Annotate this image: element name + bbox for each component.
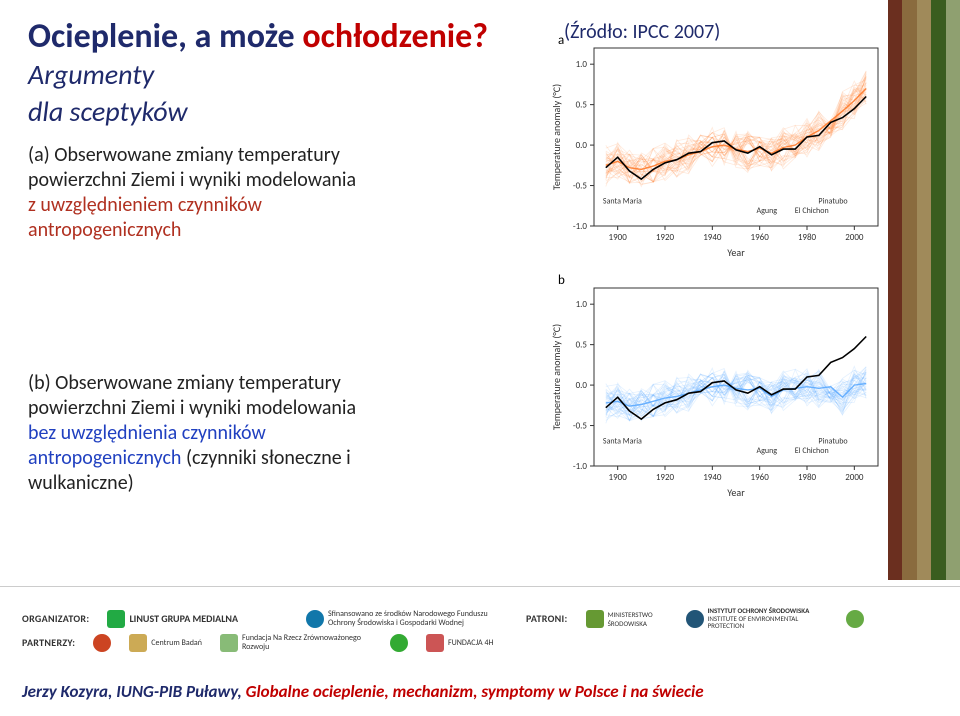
stripe — [917, 0, 931, 580]
svg-text:1980: 1980 — [798, 232, 817, 243]
svg-text:1920: 1920 — [656, 472, 675, 483]
svg-text:1920: 1920 — [656, 232, 675, 243]
partner-row: PARTNERZY: Centrum Badań Fundacja Na Rze… — [22, 634, 938, 652]
svg-text:Year: Year — [727, 246, 745, 259]
slide-title: Ocieplenie, a może ochłodzenie? — [28, 18, 548, 55]
text-content: Ocieplenie, a może ochłodzenie? Argument… — [28, 18, 548, 496]
partner-3: Fundacja Na Rzecz Zrównoważonego Rozwoju — [220, 634, 372, 652]
svg-text:1.0: 1.0 — [576, 299, 588, 310]
svg-text:1960: 1960 — [751, 472, 770, 483]
title-part3: ochłodzenie? — [302, 16, 488, 57]
svg-text:Temperature anomaly (°C): Temperature anomaly (°C) — [550, 84, 563, 190]
svg-text:1940: 1940 — [703, 472, 722, 483]
para-emph: bez uwzględnienia czynników — [28, 421, 266, 445]
svg-text:-1.0: -1.0 — [573, 461, 588, 472]
svg-text:Temperature anomaly (°C): Temperature anomaly (°C) — [550, 324, 563, 430]
svg-text:Year: Year — [727, 486, 745, 499]
organizer-label: ORGANIZATOR: — [22, 612, 89, 625]
svg-text:El Chichon: El Chichon — [795, 446, 829, 456]
charts: a -1.0 -0.5 0.0 0.5 1.0 1900 1920 1940 1960 1980 20… — [548, 30, 888, 530]
sponsor-bar: ORGANIZATOR: LINUST GRUPA MEDIALNA Sfina… — [0, 586, 960, 666]
svg-text:-0.5: -0.5 — [573, 181, 588, 192]
para-emph: antropogenicznych — [28, 446, 181, 470]
svg-text:-0.5: -0.5 — [573, 421, 588, 432]
subtitle-line: Argumenty — [28, 57, 548, 92]
slide: Ocieplenie, a może ochłodzenie? Argument… — [0, 0, 960, 716]
svg-text:a: a — [558, 33, 564, 48]
svg-text:1980: 1980 — [798, 472, 817, 483]
footer-span: Jerzy Kozyra, IUNG-PIB Puławy, Globalne … — [22, 681, 704, 702]
patron-3 — [846, 610, 864, 628]
para-emph: z uwzględnieniem czynników — [28, 193, 262, 217]
svg-text:2000: 2000 — [845, 472, 864, 483]
patron-2: INSTYTUT OCHRONY ŚRODOWISKAINSTITUTE OF … — [686, 607, 828, 629]
org-name: LINUST GRUPA MEDIALNA — [129, 612, 238, 625]
para-line: wulkaniczne) — [28, 471, 548, 496]
patron-label: PATRONI: — [526, 612, 568, 625]
partner-5: FUNDACJA 4H — [426, 634, 494, 652]
partner-4 — [390, 634, 408, 652]
svg-text:Pinatubo: Pinatubo — [818, 436, 847, 446]
svg-text:1960: 1960 — [751, 232, 770, 243]
paragraph-a: (a) Obserwowane zmiany temperatury powie… — [28, 143, 548, 243]
organizer-logo: LINUST GRUPA MEDIALNA — [107, 610, 238, 628]
funded-text-label: Sfinansowano ze środków Narodowego Fundu… — [328, 610, 508, 628]
pat2b-text: INSTITUTE OF ENVIRONMENTAL PROTECTION — [708, 614, 799, 630]
svg-text:0.5: 0.5 — [576, 340, 588, 351]
svg-text:Santa Maria: Santa Maria — [603, 196, 642, 206]
para-line: powierzchni Ziemi i wyniki modelowania — [28, 396, 548, 421]
svg-text:2000: 2000 — [845, 232, 864, 243]
stripe — [888, 0, 902, 580]
para-line: (a) Obserwowane zmiany temperatury — [28, 143, 548, 168]
para-line: (b) Obserwowane zmiany temperatury — [28, 371, 548, 396]
svg-text:0.0: 0.0 — [576, 380, 588, 391]
stripe — [946, 0, 960, 580]
svg-text:1940: 1940 — [703, 232, 722, 243]
para-line: powierzchni Ziemi i wyniki modelowania — [28, 168, 548, 193]
svg-text:b: b — [558, 273, 565, 288]
pat1-text: MINISTERSTWO ŚRODOWISKA — [608, 610, 668, 628]
svg-text:Agung: Agung — [756, 206, 777, 216]
svg-text:Agung: Agung — [756, 446, 777, 456]
patron-1: MINISTERSTWO ŚRODOWISKA — [586, 610, 668, 628]
svg-text:Santa Maria: Santa Maria — [603, 436, 642, 446]
footer-text: Jerzy Kozyra, IUNG-PIB Puławy, Globalne … — [0, 675, 960, 708]
para-line: (czynniki słoneczne i — [181, 446, 350, 470]
title-part2: a może — [187, 16, 302, 57]
par3-text: FUNDACJA 4H — [448, 638, 494, 648]
partner-label: PARTNERZY: — [22, 636, 75, 649]
svg-text:Pinatubo: Pinatubo — [818, 196, 847, 206]
funded-text: Sfinansowano ze środków Narodowego Fundu… — [306, 610, 508, 628]
title-part1: Ocieplenie, — [28, 16, 187, 57]
subtitle-line: dla sceptyków — [28, 94, 548, 129]
side-stripes — [888, 0, 960, 580]
para-emph: antropogenicznych — [28, 218, 181, 242]
paragraph-b: (b) Obserwowane zmiany temperatury powie… — [28, 371, 548, 496]
chart-a: a -1.0 -0.5 0.0 0.5 1.0 1900 1920 1940 1960 1980 20… — [548, 30, 888, 260]
par1-text: Centrum Badań — [151, 638, 202, 648]
partner-2: Centrum Badań — [129, 634, 202, 652]
stripe — [902, 0, 916, 580]
partner-1 — [93, 634, 111, 652]
stripe — [931, 0, 945, 580]
svg-text:1900: 1900 — [609, 472, 628, 483]
svg-text:1900: 1900 — [609, 232, 628, 243]
svg-text:0.0: 0.0 — [576, 140, 588, 151]
chart-b: b -1.0 -0.5 0.0 0.5 1.0 1900 1920 1940 1960 1980 20… — [548, 270, 888, 500]
svg-text:-1.0: -1.0 — [573, 221, 588, 232]
par2-text: Fundacja Na Rzecz Zrównoważonego Rozwoju — [242, 634, 372, 652]
svg-text:0.5: 0.5 — [576, 100, 588, 111]
svg-text:El Chichon: El Chichon — [795, 206, 829, 216]
svg-text:1.0: 1.0 — [576, 59, 588, 70]
sponsor-row: ORGANIZATOR: LINUST GRUPA MEDIALNA Sfina… — [22, 607, 938, 629]
